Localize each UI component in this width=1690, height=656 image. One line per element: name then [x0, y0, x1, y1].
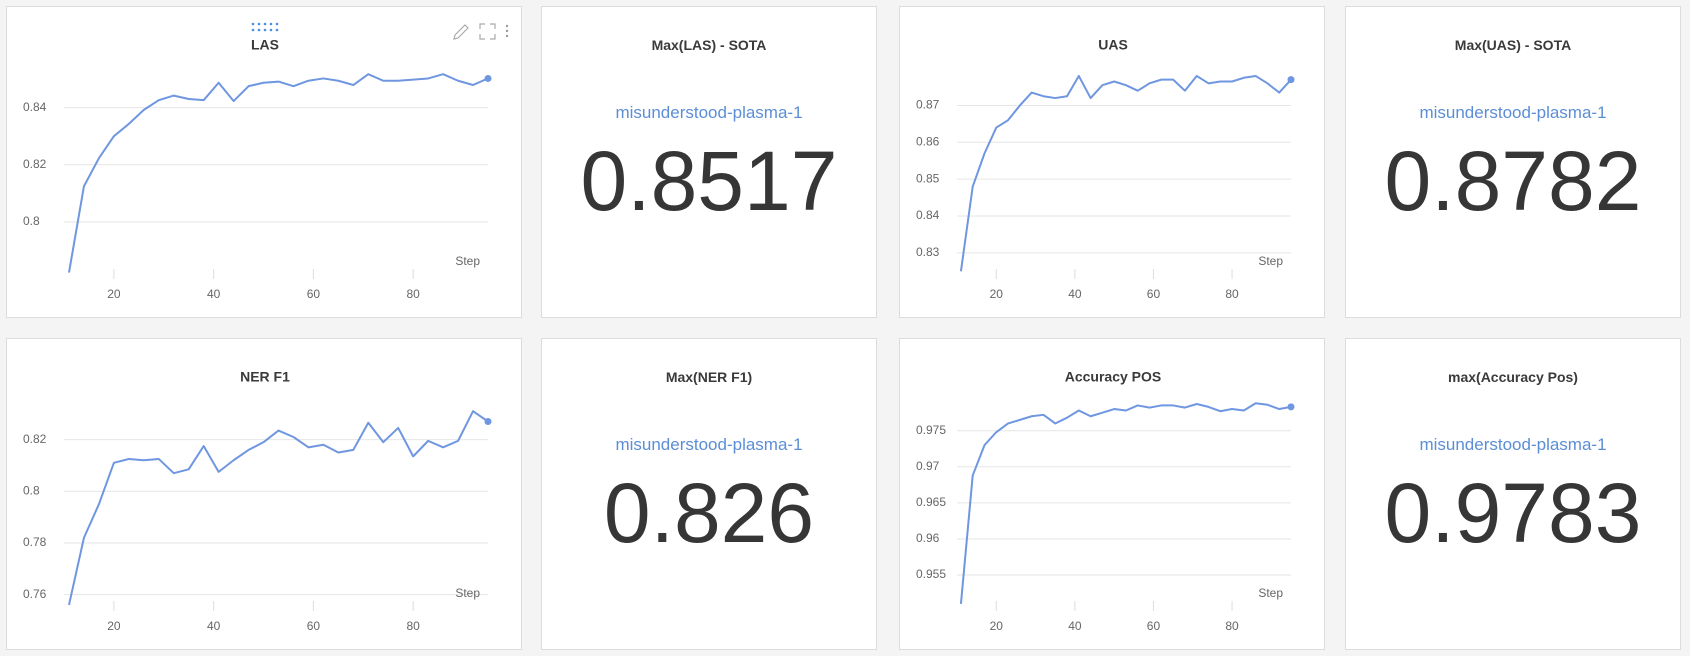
x-axis-label: Step — [1258, 586, 1283, 600]
chart: LAS 0.8 0.82 0.84 20 40 60 80 Step — [23, 37, 492, 301]
y-tick-label: 0.82 — [23, 432, 47, 446]
chart-panel: NER F1 0.76 0.78 0.8 0.82 20 40 60 80 Step — [6, 338, 522, 650]
scalar-value: 0.826 — [603, 466, 815, 560]
x-tick-label: 80 — [1225, 619, 1239, 633]
menu-icon[interactable] — [505, 24, 509, 38]
chart-panel: Accuracy POS 0.955 0.96 0.965 0.97 0.975 20 40 6… — [899, 338, 1325, 650]
x-tick-label: 60 — [1147, 287, 1161, 301]
line-series — [68, 410, 489, 606]
y-tick-label: 0.82 — [23, 157, 47, 171]
x-tick-label: 40 — [207, 287, 221, 301]
line-series — [959, 74, 1292, 272]
chart-title: UAS — [1098, 37, 1128, 53]
scalar-value: 0.8517 — [580, 134, 838, 228]
x-tick-label: 60 — [307, 619, 321, 633]
x-tick-label: 60 — [307, 287, 321, 301]
last-point — [484, 417, 492, 425]
x-axis-label: Step — [455, 586, 480, 600]
y-tick-label: 0.87 — [916, 98, 940, 112]
chart-title: Accuracy POS — [1065, 369, 1162, 385]
chart-title: LAS — [251, 37, 279, 53]
chart-panel: LAS 0.8 0.82 0.84 20 40 60 80 Step — [6, 6, 522, 318]
y-tick-label: 0.76 — [23, 587, 47, 601]
x-tick-label: 20 — [107, 287, 121, 301]
panel-title: Max(NER F1) — [665, 369, 753, 385]
chart-title: NER F1 — [240, 369, 290, 385]
drag-handle[interactable] — [251, 22, 279, 32]
y-tick-label: 0.83 — [916, 245, 940, 259]
panel-title: Max(LAS) - SOTA — [651, 37, 767, 53]
run-name: misunderstood-plasma-1 — [1419, 435, 1607, 454]
chart: Accuracy POS 0.955 0.96 0.965 0.97 0.975 20 40 6… — [916, 369, 1295, 633]
scalar-panel: Max(UAS) - SOTA misunderstood-plasma-1 0.8… — [1345, 6, 1681, 318]
x-tick-label: 40 — [207, 619, 221, 633]
edit-icon[interactable] — [453, 24, 469, 40]
scalar-panel: Max(NER F1) misunderstood-plasma-1 0.826 — [541, 338, 877, 650]
x-tick-label: 60 — [1147, 619, 1161, 633]
chart: UAS 0.83 0.84 0.85 0.86 0.87 20 40 60 80 Step — [916, 37, 1295, 301]
x-tick-label: 20 — [990, 619, 1004, 633]
line-series — [959, 402, 1292, 604]
x-tick-label: 80 — [406, 287, 420, 301]
scalar-value: 0.8782 — [1384, 134, 1642, 228]
x-tick-label: 20 — [107, 619, 121, 633]
panel-title: max(Accuracy Pos) — [1448, 369, 1578, 385]
y-tick-label: 0.86 — [916, 134, 940, 148]
panel-icons — [251, 22, 509, 40]
scalar-panel: max(Accuracy Pos) misunderstood-plasma-1 0… — [1345, 338, 1681, 650]
y-tick-label: 0.8 — [23, 483, 40, 497]
x-tick-label: 80 — [406, 619, 420, 633]
last-point — [484, 74, 492, 82]
x-tick-label: 40 — [1068, 619, 1082, 633]
x-axis-label: Step — [455, 254, 480, 268]
y-tick-label: 0.955 — [916, 567, 946, 581]
y-tick-label: 0.975 — [916, 423, 946, 437]
y-tick-label: 0.78 — [23, 535, 47, 549]
x-tick-label: 20 — [990, 287, 1004, 301]
x-tick-label: 80 — [1225, 287, 1239, 301]
scalar-panel: Max(LAS) - SOTA misunderstood-plasma-1 0.8… — [541, 6, 877, 318]
y-tick-label: 0.965 — [916, 495, 946, 509]
y-tick-label: 0.8 — [23, 214, 40, 228]
x-tick-label: 40 — [1068, 287, 1082, 301]
expand-icon[interactable] — [479, 23, 496, 40]
y-tick-label: 0.84 — [916, 208, 940, 222]
x-axis-label: Step — [1258, 254, 1283, 268]
panel-title: Max(UAS) - SOTA — [1454, 37, 1572, 53]
y-tick-label: 0.97 — [916, 459, 940, 473]
y-tick-label: 0.84 — [23, 100, 47, 114]
chart-panel: UAS 0.83 0.84 0.85 0.86 0.87 20 40 60 80 Step — [899, 6, 1325, 318]
run-name: misunderstood-plasma-1 — [615, 435, 803, 454]
run-name: misunderstood-plasma-1 — [615, 103, 803, 122]
chart: NER F1 0.76 0.78 0.8 0.82 20 40 60 80 Step — [23, 369, 492, 633]
last-point — [1287, 76, 1295, 84]
y-tick-label: 0.96 — [916, 531, 940, 545]
y-tick-label: 0.85 — [916, 171, 940, 185]
line-series — [68, 73, 489, 273]
last-point — [1287, 403, 1295, 411]
scalar-value: 0.9783 — [1384, 466, 1642, 560]
run-name: misunderstood-plasma-1 — [1419, 103, 1607, 122]
